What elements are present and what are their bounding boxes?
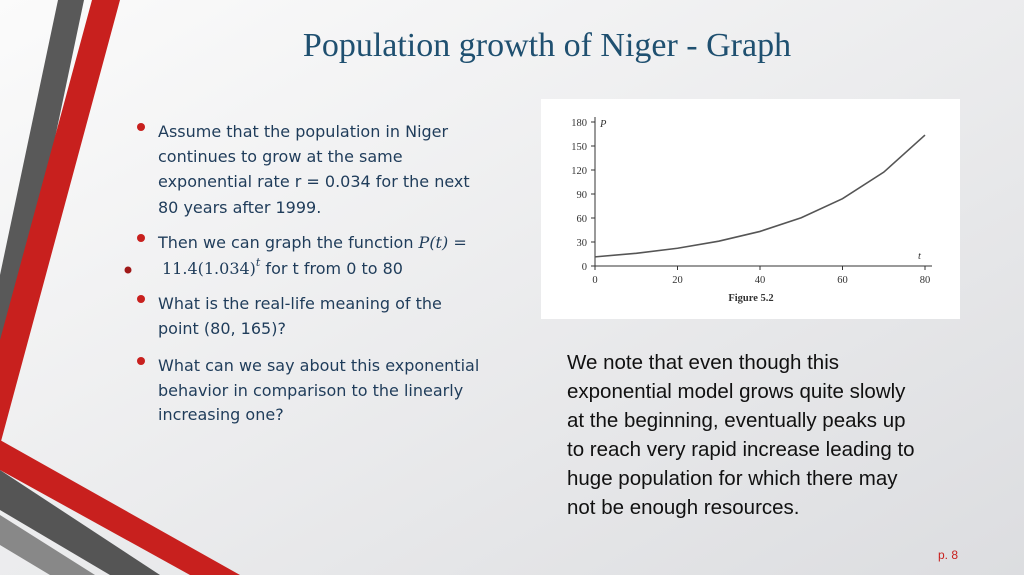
note-text: huge population for which there may: [567, 467, 898, 490]
note-text: to reach very rapid increase leading to: [567, 438, 915, 461]
bullet-text: 11.4(1.034)t for t from 0 to 80: [162, 256, 403, 278]
bullet-dot: [137, 234, 145, 242]
note-text: exponential model grows quite slowly: [567, 380, 906, 403]
bullet-text: Then we can graph the function P(t) =: [157, 233, 467, 252]
note: We note that even though this exponentia…: [567, 351, 915, 519]
bullet-text: point (80, 165)?: [158, 319, 286, 338]
slide-title: Population growth of Niger - Graph: [303, 27, 791, 64]
bullet-text: continues to grow at the same: [158, 147, 403, 166]
bullet-text: 80 years after 1999.: [158, 198, 321, 217]
figure-background: [541, 99, 960, 319]
bullet-dot: [124, 266, 132, 274]
y-tick-label: 0: [582, 262, 587, 273]
bullet-text: increasing one?: [158, 405, 284, 424]
y-axis-label: P: [599, 119, 607, 130]
bullet-text: exponential rate r = 0.034 for the next: [158, 172, 470, 191]
x-tick-label: 80: [920, 275, 931, 286]
x-tick-label: 20: [672, 275, 683, 286]
text: for t from 0 to 80: [260, 259, 403, 278]
text: Then we can graph the function: [157, 233, 419, 252]
bullet-list: Assume that the population in Niger cont…: [124, 122, 479, 424]
x-tick-label: 0: [592, 275, 597, 286]
x-tick-label: 60: [837, 275, 848, 286]
stripe: [0, 515, 95, 575]
y-tick-label: 120: [571, 166, 587, 177]
figure-caption: Figure 5.2: [728, 293, 773, 304]
stripe: [0, 0, 120, 445]
bullet-dot: [137, 295, 145, 303]
page-number: p. 8: [938, 548, 958, 562]
x-tick-label: 40: [755, 275, 766, 286]
x-axis-label: t: [918, 251, 922, 262]
y-tick-label: 30: [577, 238, 588, 249]
formula-exponent: t: [256, 256, 261, 269]
note-text: We note that even though this: [567, 351, 839, 374]
bullet-text: behavior in comparison to the linearly: [158, 381, 463, 400]
y-tick-label: 90: [577, 190, 588, 201]
figure: Figure 5.2 P t 0 30 60 90 120 150 180 0 20 40 60 80: [541, 99, 960, 319]
bullet-dot: [137, 357, 145, 365]
note-text: not be enough resources.: [567, 496, 800, 519]
stripe: [0, 470, 160, 575]
data-line: [594, 134, 926, 258]
formula: P(t) =: [418, 233, 467, 252]
note-text: at the beginning, eventually peaks up: [567, 409, 906, 432]
bullet-text: What can we say about this exponential: [158, 356, 479, 375]
y-tick-label: 150: [571, 142, 587, 153]
bullet-text: What is the real-life meaning of the: [158, 294, 442, 313]
y-tick-label: 180: [571, 118, 587, 129]
y-tick-label: 60: [577, 214, 588, 225]
bullet-dot: [137, 123, 145, 131]
bullet-text: Assume that the population in Niger: [158, 122, 449, 141]
stripe: [0, 440, 240, 575]
formula: 11.4(1.034): [162, 259, 256, 278]
